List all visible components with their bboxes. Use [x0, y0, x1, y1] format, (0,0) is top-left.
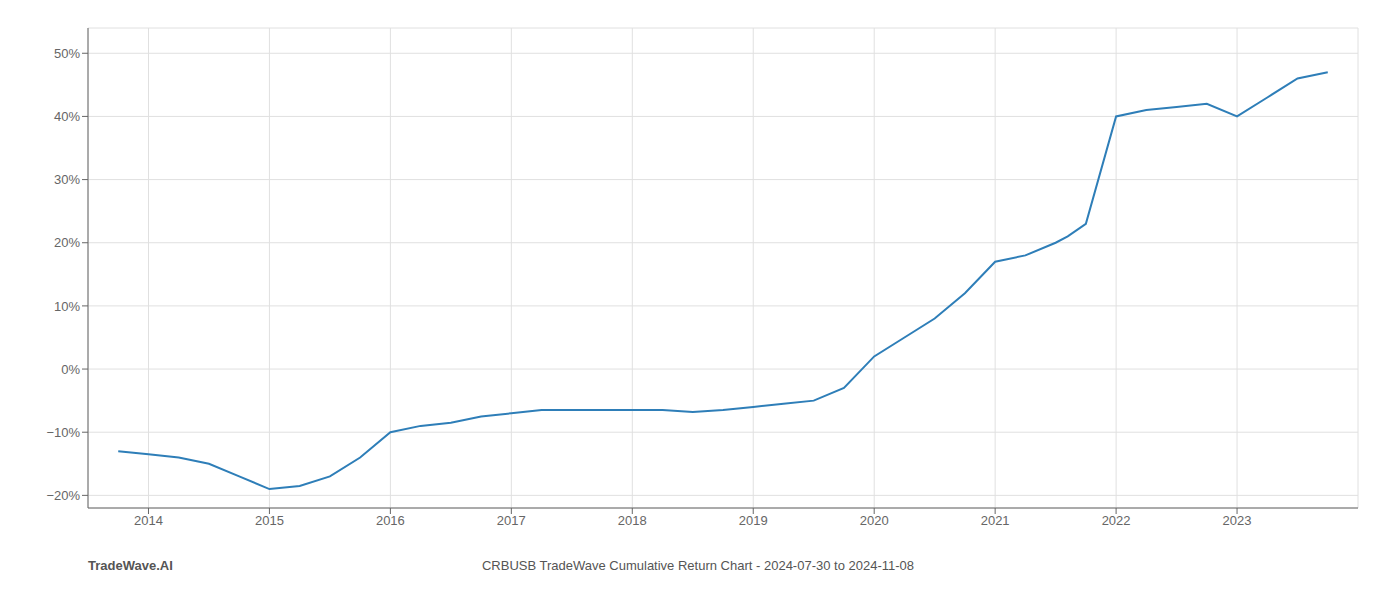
- svg-text:−10%: −10%: [46, 425, 80, 440]
- html-text:TradeWave.AI: TradeWave.AI: [88, 558, 173, 573]
- svg-text:10%: 10%: [54, 299, 80, 314]
- svg-text:−20%: −20%: [46, 488, 80, 503]
- svg-text:2023: 2023: [1223, 513, 1252, 528]
- svg-text:2020: 2020: [860, 513, 889, 528]
- svg-text:30%: 30%: [54, 172, 80, 187]
- svg-text:2018: 2018: [618, 513, 647, 528]
- html-text:CRBUSB TradeWave Cumulative Re: CRBUSB TradeWave Cumulative Return Chart…: [481, 558, 914, 573]
- svg-text:2014: 2014: [134, 513, 163, 528]
- svg-text:2019: 2019: [739, 513, 768, 528]
- svg-text:20%: 20%: [54, 235, 80, 250]
- svg-text:2017: 2017: [497, 513, 526, 528]
- svg-text:2021: 2021: [981, 513, 1010, 528]
- svg-text:2015: 2015: [255, 513, 284, 528]
- svg-text:2022: 2022: [1102, 513, 1131, 528]
- svg-text:2016: 2016: [376, 513, 405, 528]
- svg-text:40%: 40%: [54, 109, 80, 124]
- svg-text:50%: 50%: [54, 46, 80, 61]
- svg-text:0%: 0%: [61, 362, 80, 377]
